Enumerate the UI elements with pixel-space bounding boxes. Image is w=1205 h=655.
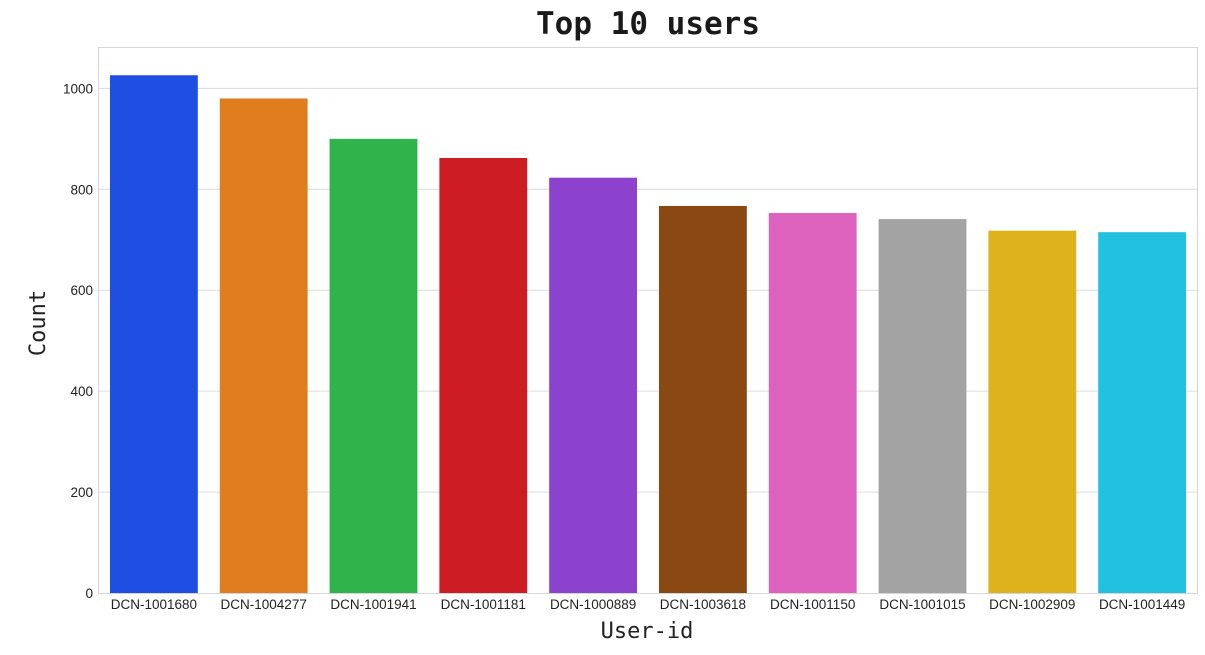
bar: [1098, 232, 1187, 593]
bar: [219, 98, 308, 594]
x-tick-label: DCN-1002909: [989, 597, 1075, 612]
chart-title: Top 10 users: [536, 6, 760, 42]
bar: [988, 230, 1077, 594]
y-tick-label: 600: [70, 283, 93, 298]
y-tick-label: 0: [85, 586, 93, 601]
y-tick-label: 400: [70, 384, 93, 399]
y-tick-labels: 0 200 400 600 800 1000: [63, 81, 93, 601]
bars: [109, 75, 1187, 594]
bar: [439, 158, 528, 593]
bar: [878, 219, 967, 593]
bar: [329, 138, 418, 594]
x-tick-label: DCN-1001449: [1099, 597, 1185, 612]
x-axis-label: User-id: [601, 619, 694, 644]
y-tick-label: 200: [70, 485, 93, 500]
x-tick-label: DCN-1003618: [660, 597, 746, 612]
x-tick-label: DCN-1001680: [111, 597, 197, 612]
x-tick-label: DCN-1004277: [221, 597, 307, 612]
x-tick-label: DCN-1001015: [879, 597, 965, 612]
x-tick-label: DCN-1001150: [770, 597, 855, 612]
bar: [658, 205, 747, 593]
x-tick-label: DCN-1000889: [550, 597, 636, 612]
x-tick-label: DCN-1001941: [330, 597, 416, 612]
x-tick-labels: DCN-1001680 DCN-1004277 DCN-1001941 DCN-100…: [111, 597, 1186, 612]
bar: [549, 177, 638, 593]
x-tick-label: DCN-1001181: [441, 597, 526, 612]
y-tick-label: 1000: [63, 81, 93, 96]
bar: [109, 75, 198, 593]
bar: [768, 213, 857, 593]
y-axis-label: Count: [26, 290, 51, 356]
y-tick-label: 800: [70, 182, 93, 197]
